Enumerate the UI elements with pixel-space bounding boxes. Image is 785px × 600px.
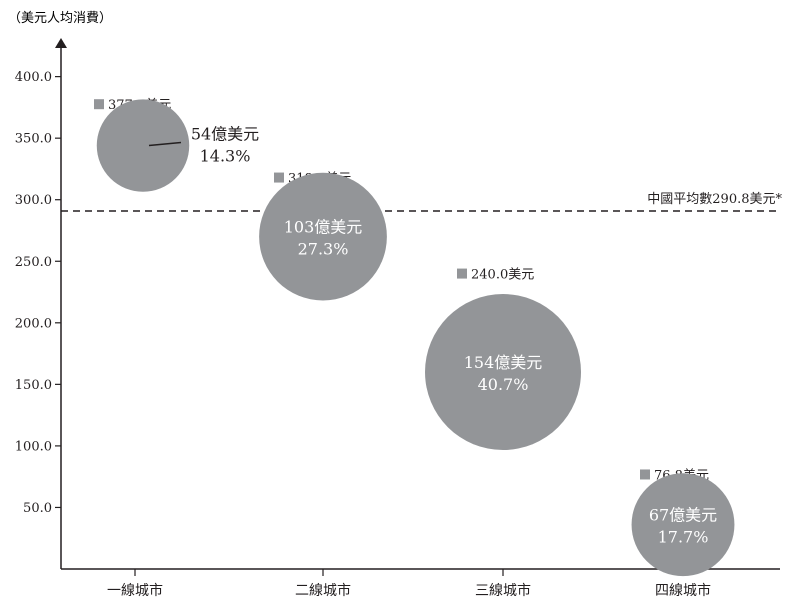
reference-line-label: 中國平均數290.8美元* [647,192,782,207]
y-tick-label: 200.0 [15,316,52,331]
y-tick-label: 400.0 [15,70,52,85]
y-tick-label: 50.0 [23,501,52,516]
y-axis-label: （美元人均消費） [8,11,112,26]
x-tick-label: 一線城市 [107,582,163,599]
x-tick-label: 二線城市 [295,582,351,599]
bubble-share-label: 27.3% [298,240,349,259]
bubble [259,172,387,301]
value-marker [94,99,104,110]
bubble [96,99,190,192]
bubble-share-label: 17.7% [658,528,709,547]
x-tick-label: 三線城市 [475,582,531,599]
y-tick-label: 300.0 [15,193,52,208]
value-label: 240.0美元 [471,268,534,283]
y-tick-label: 250.0 [15,255,52,270]
bubble-value-label: 154億美元 [464,353,543,372]
y-axis-arrow-icon [55,38,67,48]
bubble-value-label: 103億美元 [284,218,363,237]
bubble [631,473,735,577]
bubble-value-label: 67億美元 [649,506,717,525]
value-marker [640,469,650,480]
y-tick-label: 350.0 [15,132,52,147]
bubble-share-label: 40.7% [478,375,529,394]
bubble [425,294,581,451]
y-tick-label: 150.0 [15,378,52,393]
bubble-share-label: 14.3% [200,147,251,166]
value-marker [457,268,467,279]
callout-line [148,141,182,147]
x-tick-label: 四線城市 [655,582,711,599]
y-tick-label: 100.0 [15,439,52,454]
bubble-value-label: 54億美元 [191,125,259,144]
value-marker [274,172,284,183]
